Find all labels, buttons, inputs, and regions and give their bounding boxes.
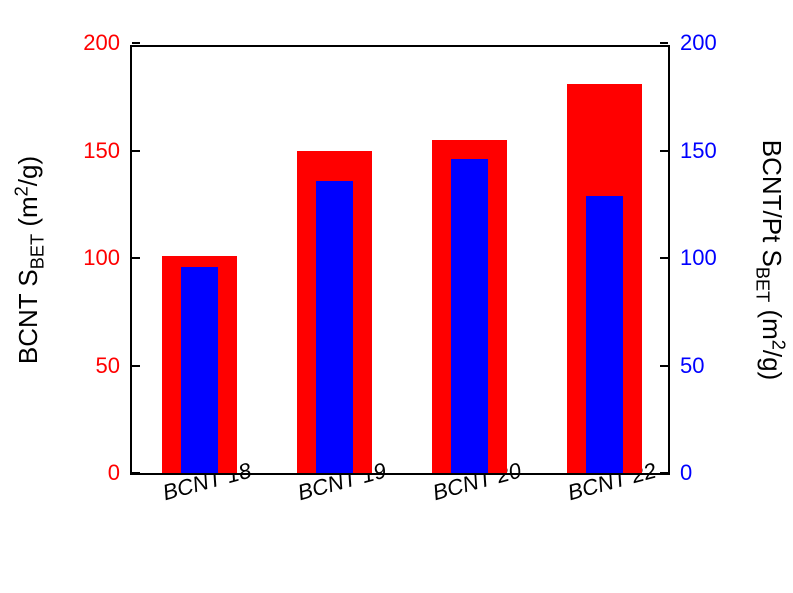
- tick-mark: [132, 472, 140, 474]
- y-axis-left-unit-open: (m: [13, 196, 43, 234]
- y-axis-left-prefix: BCNT S: [13, 269, 43, 364]
- y-axis-left-sup: 2: [12, 186, 32, 196]
- y-tick-label-right: 100: [668, 245, 717, 271]
- y-tick-label-right: 50: [668, 353, 704, 379]
- plot-area: 005050100100150150200200BCNT 18BCNT 19BC…: [130, 45, 670, 475]
- y-axis-label-right: BCNT/Pt SBET (m2/g): [752, 140, 789, 381]
- tick-mark: [132, 150, 140, 152]
- tick-mark: [660, 150, 668, 152]
- y-tick-label-right: 150: [668, 138, 717, 164]
- y-axis-right-sub: BET: [753, 267, 773, 302]
- tick-mark: [660, 472, 668, 474]
- y-tick-label-left: 150: [83, 138, 132, 164]
- bar-bcnt-pt: [451, 159, 489, 473]
- bar-chart: 005050100100150150200200BCNT 18BCNT 19BC…: [0, 0, 793, 593]
- y-tick-label-left: 0: [108, 460, 132, 486]
- y-axis-right-unit-open: (m: [757, 302, 787, 340]
- y-axis-label-left: BCNT SBET (m2/g): [12, 156, 49, 364]
- y-axis-right-prefix: BCNT/Pt S: [757, 140, 787, 267]
- y-tick-label-left: 100: [83, 245, 132, 271]
- y-axis-left-unit-close: /g): [13, 156, 43, 186]
- bar-bcnt-pt: [181, 267, 219, 473]
- y-tick-label-right: 0: [668, 460, 692, 486]
- tick-mark: [660, 365, 668, 367]
- tick-mark: [660, 42, 668, 44]
- y-axis-left-sub: BET: [27, 234, 47, 269]
- y-tick-label-left: 50: [96, 353, 132, 379]
- y-axis-right-unit-close: /g): [757, 350, 787, 380]
- y-tick-label-left: 200: [83, 30, 132, 56]
- tick-mark: [132, 257, 140, 259]
- tick-mark: [660, 257, 668, 259]
- tick-mark: [132, 42, 140, 44]
- bar-bcnt-pt: [586, 196, 624, 473]
- y-tick-label-right: 200: [668, 30, 717, 56]
- bar-bcnt-pt: [316, 181, 354, 473]
- y-axis-right-sup: 2: [768, 340, 788, 350]
- tick-mark: [132, 365, 140, 367]
